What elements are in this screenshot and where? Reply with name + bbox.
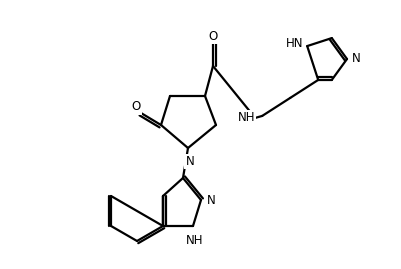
Text: N: N: [186, 155, 194, 168]
Text: N: N: [352, 52, 361, 65]
Text: N: N: [207, 193, 216, 207]
Text: HN: HN: [286, 37, 303, 49]
Text: NH: NH: [186, 234, 204, 247]
Text: NH: NH: [237, 111, 255, 125]
Text: O: O: [209, 30, 218, 43]
Text: O: O: [132, 101, 141, 114]
